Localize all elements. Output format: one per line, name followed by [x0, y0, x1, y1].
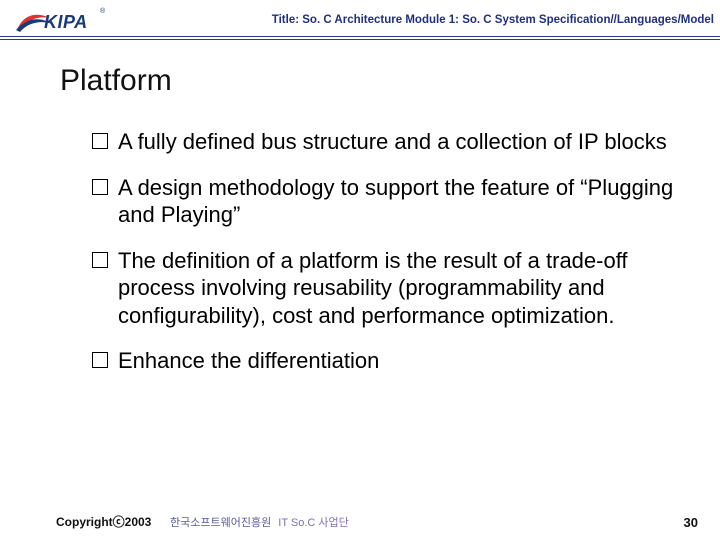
bullet-item: Enhance the differentiation — [92, 347, 690, 375]
bullet-text: The definition of a platform is the resu… — [118, 247, 690, 330]
header-divider — [0, 36, 720, 40]
copyright-text: Copyrightⓒ2003 — [56, 513, 151, 530]
slide-body: A fully defined bus structure and a coll… — [92, 128, 690, 393]
bullet-item: The definition of a platform is the resu… — [92, 247, 690, 330]
slide-footer: Copyrightⓒ2003 한국소프트웨어진흥원 IT So.C 사업단 30 — [0, 508, 720, 532]
logo-text: KIPA — [44, 12, 88, 33]
footer-org-latin: IT So.C 사업단 — [278, 517, 349, 529]
bullet-marker-icon — [92, 252, 108, 268]
bullet-marker-icon — [92, 133, 108, 149]
bullet-text: A design methodology to support the feat… — [118, 174, 690, 229]
header-title: Title: So. C Architecture Module 1: So. … — [272, 14, 714, 26]
bullet-item: A fully defined bus structure and a coll… — [92, 128, 690, 156]
bullet-text: Enhance the differentiation — [118, 347, 690, 375]
bullet-marker-icon — [92, 352, 108, 368]
bullet-text: A fully defined bus structure and a coll… — [118, 128, 690, 156]
bullet-item: A design methodology to support the feat… — [92, 174, 690, 229]
slide-header: KIPA ® Title: So. C Architecture Module … — [0, 0, 720, 46]
page-number: 30 — [684, 515, 698, 530]
slide-heading: Platform — [60, 64, 172, 98]
footer-org-korean: 한국소프트웨어진흥원 — [170, 517, 271, 529]
bullet-marker-icon — [92, 179, 108, 195]
logo: KIPA ® — [16, 6, 116, 36]
footer-organization: 한국소프트웨어진흥원 IT So.C 사업단 — [170, 514, 349, 530]
slide: KIPA ® Title: So. C Architecture Module … — [0, 0, 720, 540]
logo-trademark: ® — [100, 8, 105, 15]
